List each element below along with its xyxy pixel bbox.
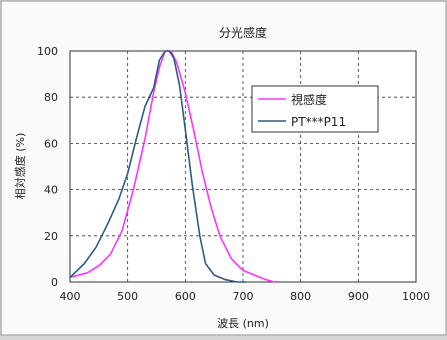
- x-axis-label: 波長 (nm): [217, 317, 269, 330]
- x-tick-label: 600: [175, 290, 196, 303]
- y-tick-label: 20: [44, 230, 58, 243]
- y-tick-label: 80: [44, 91, 58, 104]
- y-tick-label: 40: [44, 184, 58, 197]
- legend-box: [251, 85, 379, 133]
- x-tick-label: 500: [117, 290, 138, 303]
- x-tick-label: 400: [60, 290, 81, 303]
- x-tick-label: 700: [233, 290, 254, 303]
- y-axis-label: 相対感度 (%): [13, 133, 27, 200]
- x-tick-label: 1000: [402, 290, 430, 303]
- legend: 視感度 PT***P11: [251, 85, 379, 133]
- series-line-1: [69, 50, 246, 283]
- chart-title: 分光感度: [219, 25, 267, 40]
- y-tick-labels: 0 20 40 60 80 100: [37, 45, 58, 289]
- y-tick-label: 100: [37, 45, 58, 58]
- x-tick-labels: 400 500 600 700 800 900 1000: [60, 290, 431, 303]
- y-tick-label: 60: [44, 137, 58, 150]
- x-tick-label: 900: [348, 290, 369, 303]
- legend-label-visual-sensitivity: 視感度: [291, 92, 327, 107]
- series-lines: [69, 50, 275, 283]
- y-tick-label: 0: [51, 276, 58, 289]
- x-tick-label: 800: [290, 290, 311, 303]
- legend-label-pt-p11: PT***P11: [291, 115, 346, 129]
